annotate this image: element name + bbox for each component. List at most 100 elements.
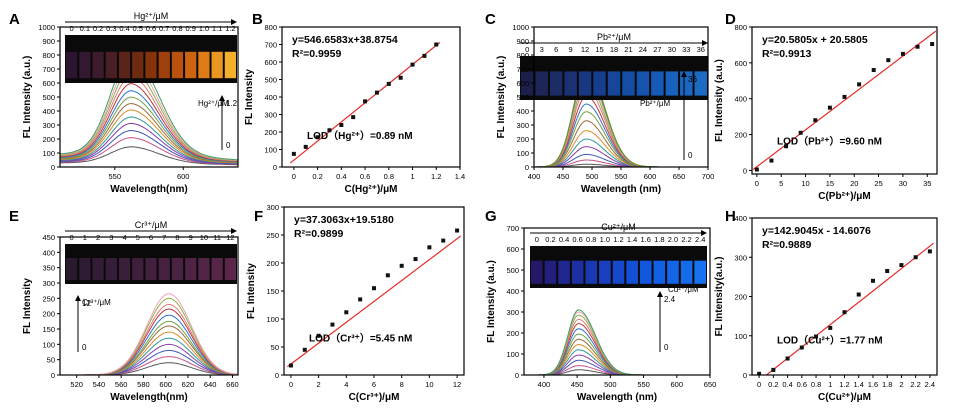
concentration-arrow: Cu²⁺/μM2.4 0 [657,285,699,352]
x-tick-label: 10 [801,179,809,188]
spectrum-line [524,323,710,375]
x-tick-label: 0.4 [336,172,346,181]
photo-title: Hg²⁺/μM [134,11,168,21]
arrow-top-label: 12 [82,299,91,308]
x-tick-label: 20 [850,179,858,188]
vial-label: 0.3 [106,24,116,33]
y-tick-label: 450 [42,233,55,242]
vial [680,260,693,284]
arrow-label: Pb²⁺/μM [640,99,671,108]
x-tick-label: 400 [528,172,541,181]
photo-arrowhead [231,228,237,234]
photo-arrowhead [702,40,708,46]
vial-label: 1.0 [600,235,610,244]
vial-label: 21 [624,45,632,54]
spectrum-line [60,356,238,375]
vial [211,51,223,79]
vial-label: 36 [697,45,705,54]
y-tick-label: 0 [743,166,747,175]
spectrum-line [534,153,708,167]
y-tick-label: 700 [264,41,277,50]
vial [612,260,625,284]
y-tick-label: 50 [47,356,55,365]
photo-title: Cr³⁺/μM [135,220,167,230]
spectrum-line [524,309,710,375]
data-point [410,62,415,67]
vial-label: 2.2 [681,235,691,244]
vial-label: 0 [535,235,539,244]
panel-letter: H [725,208,736,225]
fit-equation: y=546.6583x+38.8754 [292,34,398,46]
vial [105,258,117,280]
data-point [302,347,307,352]
y-tick-label: 250 [42,294,55,303]
x-tick-label: 1.4 [455,172,465,181]
x-tick-label: 12 [453,380,461,389]
y-tick-label: 800 [264,23,277,32]
x-tick-label: 35 [923,179,931,188]
y-tick-label: 500 [516,93,529,102]
data-point [291,151,296,156]
vial-label: 30 [668,45,676,54]
spectrum-line [524,318,710,375]
vial [665,71,679,96]
y-tick-label: 900 [516,37,529,46]
x-tick-label: 2.4 [925,380,935,389]
vial-label: 0.7 [159,24,169,33]
vial [185,51,197,79]
x-tick-label: 600 [671,380,684,389]
vial-label: 0.2 [545,235,555,244]
data-point [303,144,308,149]
concentration-arrow: Pb²⁺/μM 36 0 [640,71,697,160]
y-tick-label: 400 [264,93,277,102]
photo-title: Cu²⁺/μM [601,222,635,232]
vial-photo: 0 0.1 0.2 0.3 0.4 0.5 0.6 0.7 0.8 0.9 1.0 1.1 1.2 Hg²… [65,11,237,83]
spectrum-line [60,109,238,164]
y-tick-label: 400 [42,107,55,116]
data-point [413,257,418,262]
spectrum-line [60,146,238,166]
y-tick-label: 600 [264,58,277,67]
spectrum-line [524,314,710,375]
x-tick-label: 0.6 [360,172,370,181]
y-axis-label: FL Intensity [22,278,33,334]
x-tick-label: 1.2 [839,380,849,389]
x-tick-label: 1.2 [431,172,441,181]
y-tick-label: 200 [734,293,747,302]
panel-letter: C [485,11,496,28]
panel-c: C0 3 6 9 12 15 18 21 24 27 30 33 36Pb²⁺/μMPb²⁺/μM360… [485,11,714,195]
x-tick-label: 2 [317,380,321,389]
lod-label: LOD（Cu²⁺）=1.77 nM [777,334,883,347]
vial-label: 1.2 [613,235,623,244]
x-tick-label: 500 [586,172,599,181]
spectrum-line [534,120,708,167]
data-point [842,94,847,99]
y-tick-label: 0 [273,163,277,172]
vial-label: 1.2 [225,24,235,33]
x-axis-label: Wavelength (nm) [577,392,657,403]
fit-line [752,30,937,171]
y-tick-label: 400 [506,287,519,296]
r-squared: R²=0.9913 [762,48,811,60]
panel-letter: G [485,208,497,225]
x-tick-label: 0.4 [782,380,792,389]
vial-label: 0.4 [559,235,569,244]
panel-letter: D [725,11,736,28]
vial-label: 24 [639,45,647,54]
panel-letter: A [9,11,20,28]
vial-label: 2.4 [695,235,705,244]
panel-letter: F [254,208,263,225]
vial [66,258,78,280]
vial-label: 0.4 [119,24,129,33]
data-point [769,158,774,163]
x-axis-label: Wavelength(nm) [110,184,187,195]
y-tick-label: 1000 [512,23,529,32]
y-tick-label: 200 [42,310,55,319]
vial [535,71,548,96]
plot-area [524,309,710,375]
arrow-head [219,95,225,101]
data-point [315,135,320,140]
y-tick-label: 300 [734,253,747,262]
vial [636,71,650,96]
